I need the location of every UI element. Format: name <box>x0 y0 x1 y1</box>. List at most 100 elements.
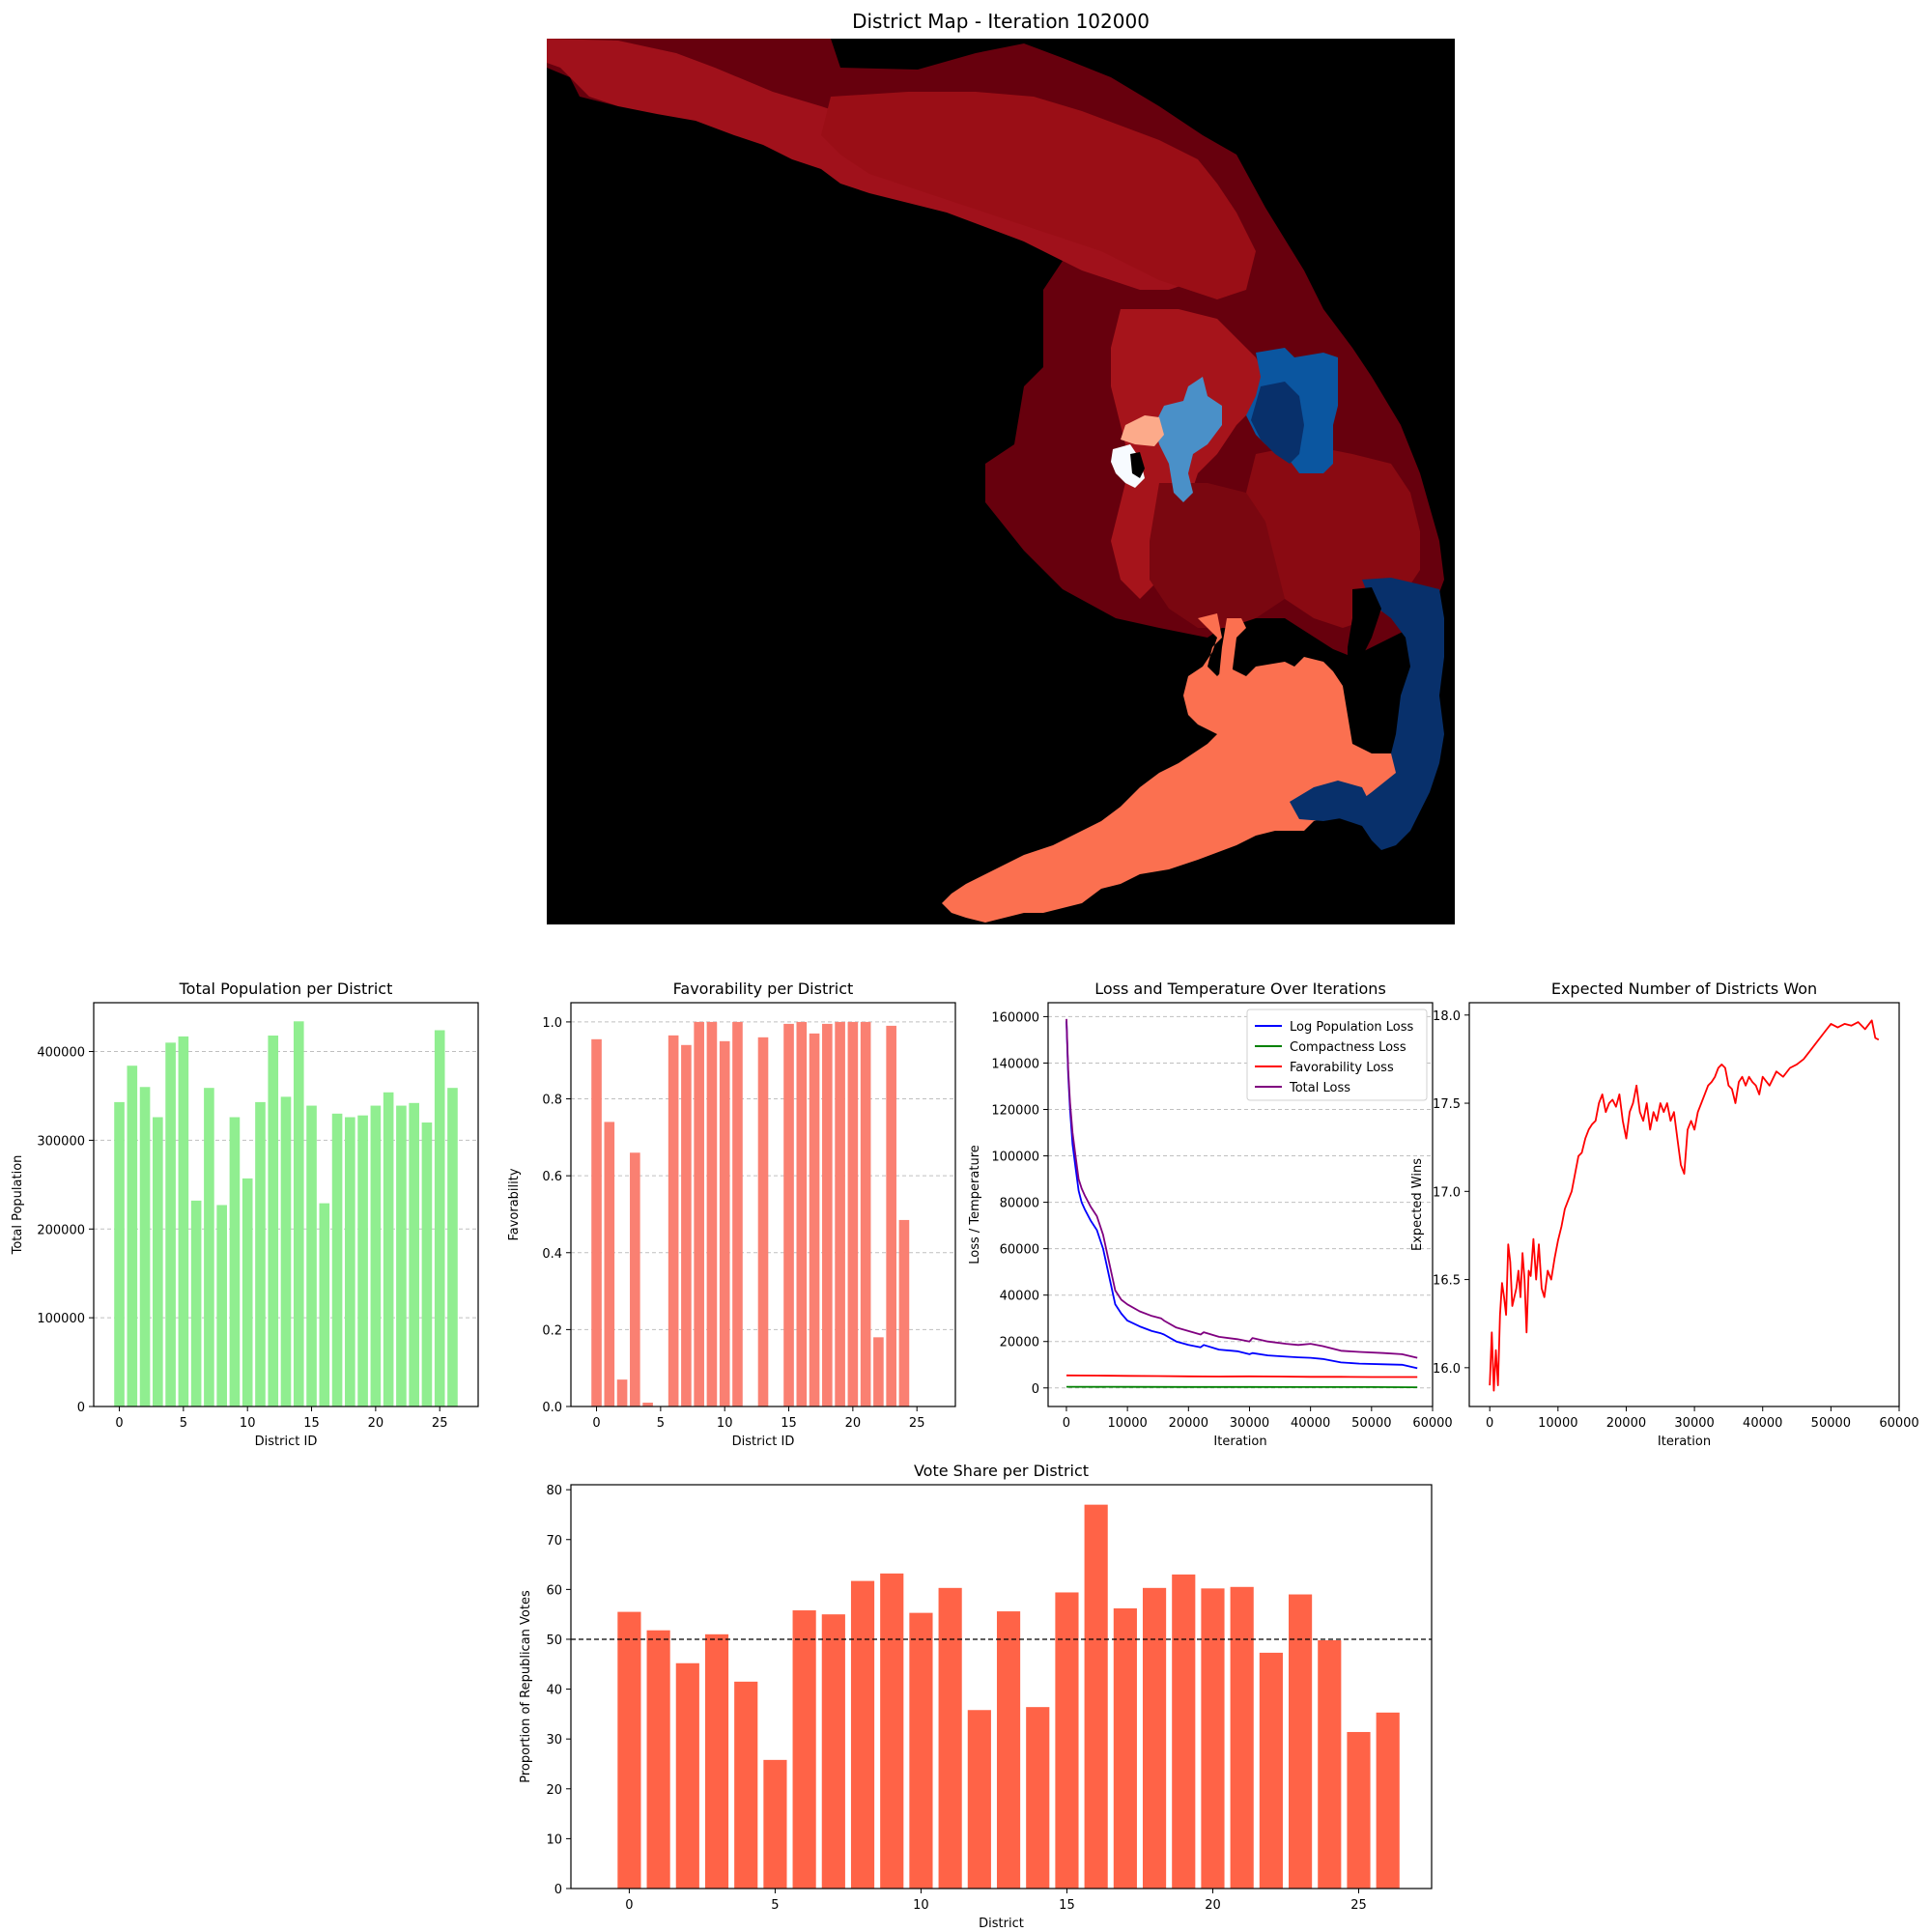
y-axis-label: Total Population <box>11 1155 25 1256</box>
x-tick-label: 50000 <box>1351 1416 1391 1431</box>
x-tick-label: 5 <box>180 1416 187 1431</box>
bar <box>280 1096 292 1406</box>
bar <box>139 1087 151 1406</box>
bar <box>409 1102 419 1406</box>
axes-frame <box>1047 1002 1434 1407</box>
x-tick-label: 10000 <box>1538 1416 1577 1431</box>
district-region <box>1121 415 1164 446</box>
y-axis-label: Favorability <box>507 1168 522 1240</box>
bar <box>1230 1586 1254 1889</box>
bar <box>938 1587 962 1889</box>
bar <box>1142 1587 1167 1889</box>
y-tick-label: 0 <box>554 1883 562 1897</box>
bar <box>357 1115 368 1406</box>
chart-title: Expected Number of Districts Won <box>1551 980 1817 998</box>
bar <box>255 1101 266 1406</box>
y-tick-label: 40000 <box>1000 1290 1039 1304</box>
x-tick-label: 10 <box>913 1898 929 1913</box>
bar <box>1172 1574 1196 1889</box>
bar <box>204 1088 214 1406</box>
population-chart: 0 5 10 15 20 25 0 100000 200000 300000 400000 Total… <box>11 980 479 1449</box>
bar <box>190 1200 202 1406</box>
bar <box>1113 1607 1137 1889</box>
y-tick-label: 120000 <box>991 1104 1039 1119</box>
bar <box>1055 1592 1079 1889</box>
x-tick-label: 10 <box>240 1416 256 1431</box>
vote-share-chart: 0 5 10 15 20 25 0 10 20 30 40 50 60 70 80 Vote Share pe… <box>519 1462 1433 1931</box>
x-tick-label: 25 <box>432 1416 448 1431</box>
bar <box>447 1088 458 1406</box>
bar <box>646 1630 670 1889</box>
bar <box>719 1040 730 1406</box>
y-tick-label: 80 <box>546 1484 562 1498</box>
bar <box>796 1021 808 1406</box>
legend-label: Favorability Loss <box>1290 1061 1394 1075</box>
bar <box>293 1021 304 1406</box>
bar <box>694 1021 704 1406</box>
series-line <box>1065 1018 1418 1359</box>
x-axis-label: District ID <box>732 1435 795 1449</box>
bar <box>1026 1707 1050 1889</box>
bar <box>591 1038 602 1406</box>
series-line <box>1065 1385 1418 1388</box>
bar <box>757 1037 769 1406</box>
y-tick-label: 16.0 <box>1433 1362 1461 1377</box>
bar <box>732 1021 743 1406</box>
x-tick-label: 0 <box>592 1416 600 1431</box>
x-tick-label: 60000 <box>1879 1416 1918 1431</box>
bar <box>642 1403 653 1406</box>
bar <box>383 1092 394 1406</box>
x-tick-label: 50000 <box>1811 1416 1851 1431</box>
bar <box>763 1759 787 1889</box>
chart-title: Total Population per District <box>179 980 393 998</box>
bar <box>370 1105 382 1406</box>
x-axis-label: District ID <box>255 1435 318 1449</box>
x-tick-label: 15 <box>781 1416 797 1431</box>
bar <box>616 1379 628 1406</box>
x-tick-label: 10 <box>717 1416 733 1431</box>
x-axis-label: Iteration <box>1658 1435 1711 1449</box>
bar <box>434 1030 445 1406</box>
x-tick-label: 25 <box>909 1416 925 1431</box>
axes-frame <box>570 1484 1433 1889</box>
expected-wins-chart: 0 10000 20000 30000 40000 50000 60000 16.0 16.5 1… <box>1410 980 1919 1449</box>
bar <box>1201 1588 1225 1889</box>
x-tick-label: 0 <box>115 1416 123 1431</box>
bar <box>681 1044 692 1406</box>
x-tick-label: 5 <box>657 1416 665 1431</box>
bar <box>306 1105 317 1406</box>
bar <box>1376 1712 1400 1889</box>
y-tick-label: 80000 <box>1000 1197 1039 1211</box>
district-region <box>942 613 1396 923</box>
bar <box>1318 1640 1342 1889</box>
y-tick-label: 400000 <box>37 1046 85 1061</box>
district-region <box>1290 578 1444 850</box>
y-tick-label: 17.0 <box>1433 1185 1461 1200</box>
series-line <box>1489 1019 1880 1392</box>
district-region <box>1219 618 1246 734</box>
bar <box>822 1023 833 1406</box>
bar <box>345 1117 355 1406</box>
bar <box>734 1681 758 1889</box>
y-tick-label: 18.0 <box>1433 1009 1461 1024</box>
y-tick-label: 30 <box>546 1733 562 1747</box>
bar <box>229 1117 241 1406</box>
bar <box>604 1122 615 1406</box>
legend-label: Compactness Loss <box>1290 1040 1406 1055</box>
y-tick-label: 20 <box>546 1783 562 1798</box>
x-axis-label: District <box>979 1917 1024 1931</box>
y-tick-label: 0.8 <box>542 1094 562 1108</box>
district-region <box>1130 452 1145 478</box>
bar <box>1259 1652 1283 1889</box>
x-tick-label: 5 <box>771 1898 779 1913</box>
y-axis-label: Loss / Temperature <box>968 1145 982 1264</box>
x-tick-label: 20000 <box>1606 1416 1646 1431</box>
bar <box>1347 1731 1371 1889</box>
bar <box>783 1023 794 1406</box>
bar <box>835 1021 845 1406</box>
x-tick-label: 40000 <box>1291 1416 1330 1431</box>
bar <box>630 1152 640 1406</box>
y-tick-label: 100000 <box>991 1151 1039 1165</box>
y-tick-label: 60 <box>546 1583 562 1598</box>
legend-box <box>1246 1009 1428 1101</box>
